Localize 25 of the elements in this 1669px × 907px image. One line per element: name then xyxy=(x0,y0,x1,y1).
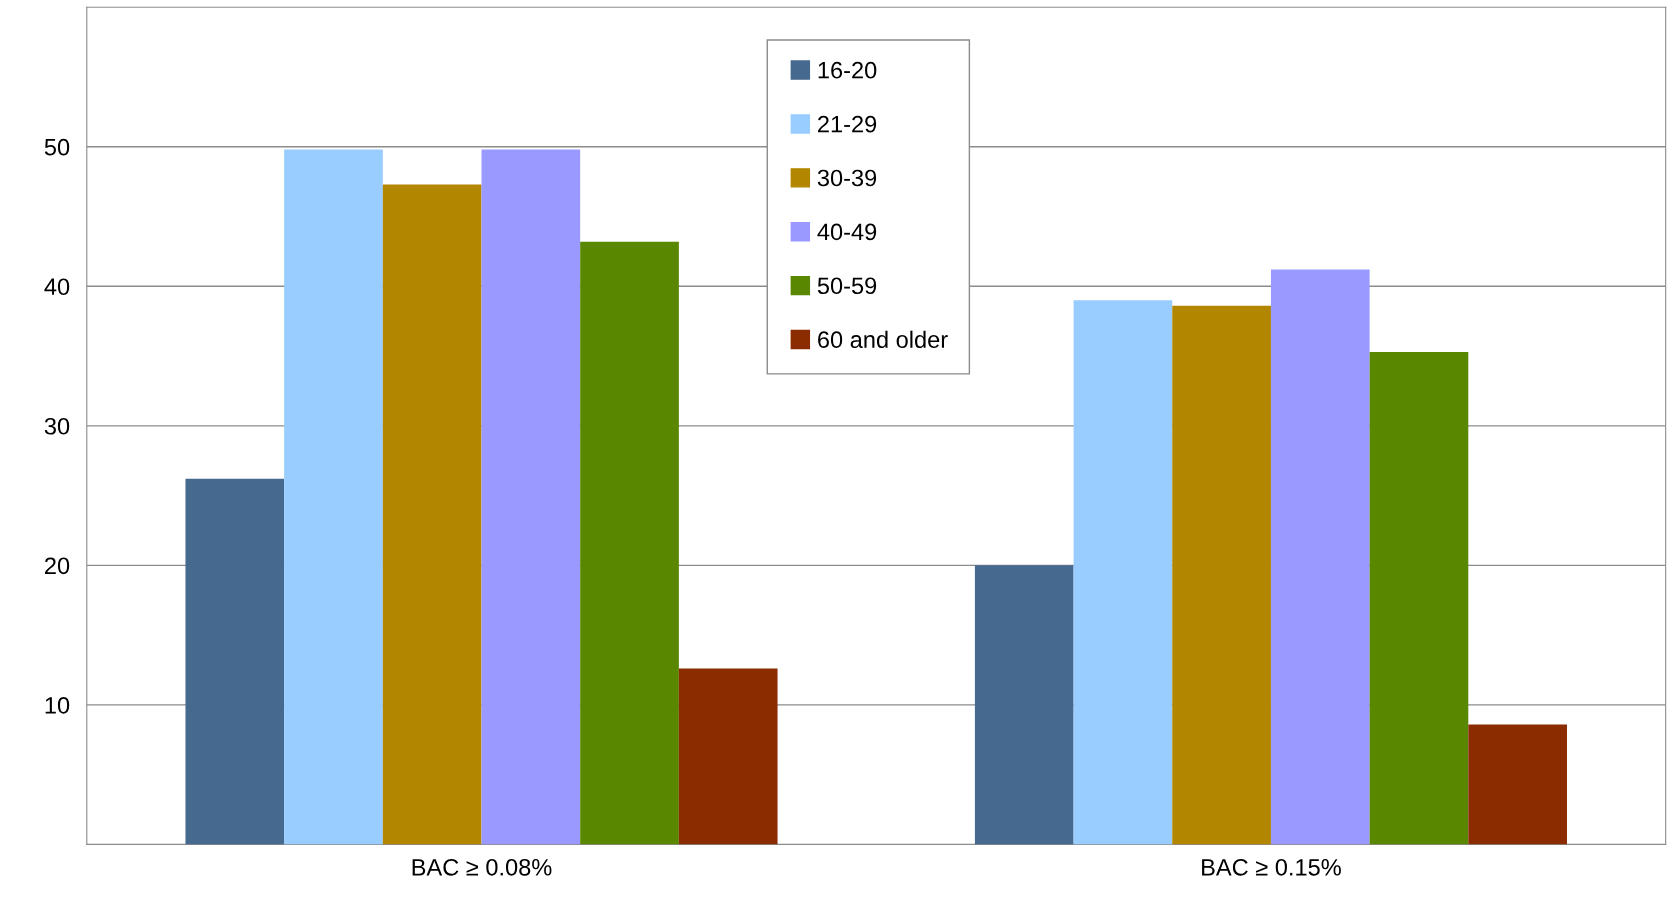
bar xyxy=(185,478,285,845)
bar xyxy=(1270,269,1370,845)
y-tick-label: 20 xyxy=(45,557,70,575)
bar xyxy=(1073,300,1173,845)
legend-label: 16-20 xyxy=(818,61,877,79)
y-tick-label: 10 xyxy=(45,696,70,714)
bar xyxy=(1369,351,1469,845)
y-tick-label: 40 xyxy=(44,278,70,296)
bar xyxy=(1172,305,1271,845)
x-tick-label: BAC ≥ 0.08% xyxy=(412,858,552,876)
legend-label: 60 and older xyxy=(818,330,948,349)
legend-label: 30-39 xyxy=(817,169,877,187)
legend-label: 21-29 xyxy=(818,115,877,133)
bar xyxy=(974,565,1074,845)
bar xyxy=(382,184,482,845)
bar xyxy=(1468,724,1567,845)
bar xyxy=(678,668,778,845)
y-tick-label: 30 xyxy=(44,417,70,435)
legend-label: 40-49 xyxy=(817,223,877,241)
y-tick-label: 50 xyxy=(44,138,70,156)
x-tick-label: BAC ≥ 0.15% xyxy=(1202,858,1341,876)
bar xyxy=(580,241,679,845)
bar xyxy=(481,149,581,845)
legend-label: 50-59 xyxy=(817,277,877,295)
bar xyxy=(284,149,383,845)
